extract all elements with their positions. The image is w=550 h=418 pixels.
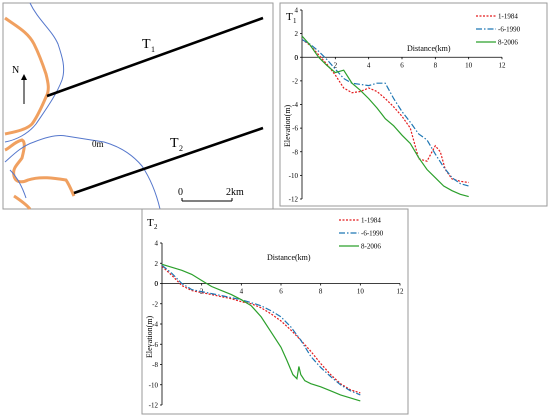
chart-t2-frame [141, 208, 409, 415]
chart-t2-y-tick-label: 0 [155, 280, 159, 288]
chart-t1-y-tick-label: -4 [292, 101, 298, 109]
chart-t2-x-tick-label: 8 [319, 288, 323, 296]
chart-t2-y-axis-title: Elevation(m) [145, 315, 154, 358]
chart-t2-y-tick-label: -4 [152, 321, 158, 329]
chart-t1-y-tick-label: -12 [289, 196, 299, 204]
chart-t1-y-tick-label: -10 [289, 172, 299, 180]
chart-t2-legend-label: -6-1990 [361, 230, 384, 238]
contour-inlet [9, 169, 27, 199]
transect-2-subscript: 2 [179, 144, 183, 153]
chart-t2-legend-label: 1-1984 [361, 217, 381, 225]
chart-t1-y-tick-label: 0 [295, 54, 299, 62]
chart-t1-y-axis-title: Elevation(m) [283, 104, 292, 147]
north-arrow-icon [21, 74, 27, 80]
transect-2-label: T [170, 136, 179, 151]
chart-t1-panel-subscript: 1 [293, 17, 297, 25]
chart-t1-y-tick-label: 2 [295, 30, 299, 38]
contour-label: 0m [92, 139, 104, 149]
chart-t2-y-tick-label: 0 [155, 280, 159, 288]
chart-t1-y-tick-label: -2 [292, 77, 298, 85]
shoreline-south [4, 138, 76, 197]
chart-t2-y-tick-label: -8 [152, 361, 158, 369]
chart-t1-y-tick-label: -8 [292, 148, 298, 156]
scale-label-start: 0 [178, 187, 183, 198]
chart-t1-x-axis-title: Distance(km) [407, 44, 451, 53]
chart-t1-series-line-1 [301, 38, 469, 187]
chart-t2-x-tick-label: 6 [279, 288, 283, 296]
chart-t1-y-tick-label: -6 [292, 125, 298, 133]
chart-t2-x-tick-label: 4 [240, 288, 244, 296]
scale-label-end: 2km [226, 187, 244, 198]
chart-t2-y-tick-label: -12 [149, 402, 159, 410]
transect-1-subscript: 1 [151, 45, 155, 54]
north-label: N [12, 65, 19, 76]
chart-t1-x-tick-label: 10 [465, 61, 473, 69]
chart-t1-frame [279, 2, 548, 207]
chart-t2-y-tick-label: -6 [152, 341, 158, 349]
chart-t2-x-tick-label: 10 [357, 288, 365, 296]
chart-t1-legend-label: 8-2006 [498, 39, 518, 47]
chart-t1-legend-label: -6-1990 [498, 26, 521, 34]
chart-t1-series-line-2 [301, 35, 469, 198]
chart-t2-y-tick-label: -2 [152, 300, 158, 308]
chart-t1-x-tick-label: 8 [434, 61, 438, 69]
chart-t2-y-tick-label: 4 [155, 240, 159, 248]
chart-t2-series-line-2 [161, 263, 361, 402]
chart-t2-x-tick-label: 12 [397, 288, 405, 296]
chart-t1-series-line-0 [301, 39, 469, 184]
shoreline-north [4, 16, 50, 136]
chart-t1-panel-label: T [286, 11, 293, 23]
contour-north [4, 2, 65, 143]
chart-t2-series-line-0 [161, 265, 361, 394]
chart-t2-panel-subscript: 2 [154, 223, 158, 231]
transect-1-label: T [142, 37, 151, 52]
chart-t1-y-tick-label: 0 [295, 54, 299, 62]
chart-t1-x-tick-label: 6 [400, 61, 404, 69]
chart-t1-x-tick-label: 2 [334, 61, 338, 69]
chart-t1-panel: T 1 Distance(km) Elevation(m) 420-2-4-6-… [279, 2, 548, 207]
chart-t1-x-tick-label: 4 [367, 61, 371, 69]
chart-t1-x-tick-label: 12 [499, 61, 507, 69]
chart-t2-y-tick-label: -10 [149, 381, 159, 389]
chart-t2-y-tick-label: 2 [155, 260, 159, 268]
chart-t2-panel-label: T [147, 217, 154, 229]
transect-2-line [73, 126, 264, 195]
chart-t1-legend-label: 1-1984 [498, 13, 518, 21]
transect-1-line [46, 16, 264, 98]
chart-t1-y-tick-label: 4 [295, 7, 299, 15]
map-panel: T 1 T 2 0m N 0 2km [2, 2, 274, 210]
chart-t2-legend-label: 8-2006 [361, 243, 381, 251]
chart-t2-x-axis-title: Distance(km) [267, 253, 311, 262]
chart-t2-panel: T 2 Distance(km) Elevation(m) 420-2-4-6-… [141, 208, 409, 415]
shoreline-inlet [13, 194, 32, 210]
